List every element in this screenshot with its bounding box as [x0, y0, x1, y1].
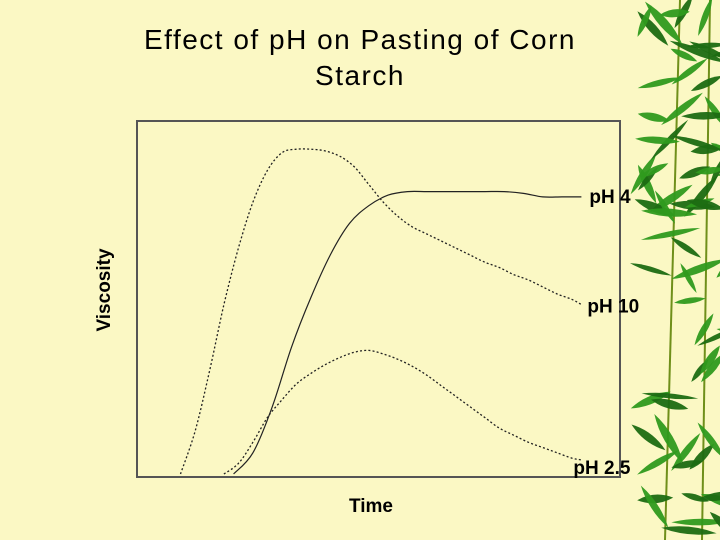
bamboo-leaf	[637, 164, 657, 204]
bamboo-leaf	[637, 5, 652, 37]
bamboo-leaf	[671, 460, 703, 469]
bamboo-leaf	[638, 167, 659, 191]
bamboo-leaf	[630, 263, 672, 276]
bamboo-leaf	[680, 263, 697, 293]
bamboo-leaf	[641, 208, 698, 217]
bamboo-leaf	[651, 398, 689, 410]
bamboo-leaf	[641, 392, 699, 400]
bamboo-leaf	[681, 493, 709, 502]
bamboo-leaf	[710, 142, 720, 157]
bamboo-leaf	[637, 112, 670, 122]
bamboo-leaf	[695, 167, 720, 175]
y-axis-label: Viscosity	[94, 248, 115, 332]
bamboo-leaf	[697, 326, 720, 346]
bamboo-leaf	[686, 42, 720, 49]
series-line-ph-2-5	[223, 349, 582, 475]
bamboo-leaf	[671, 432, 701, 471]
bamboo-leaf	[661, 526, 717, 535]
bamboo-leaves-decoration	[630, 0, 720, 540]
bamboo-leaf	[654, 414, 684, 464]
bamboo-leaf	[709, 511, 720, 540]
series-line-ph-4	[233, 190, 582, 475]
bamboo-leaf	[686, 199, 720, 210]
bamboo-leaf	[640, 163, 669, 178]
page-title: Effect of pH on Pasting of Corn Starch	[60, 22, 660, 94]
bamboo-leaf	[697, 422, 720, 459]
bamboo-leaf	[661, 92, 703, 126]
bamboo-leaf	[694, 313, 714, 346]
bamboo-leaf	[645, 1, 683, 45]
bamboo-leaf	[698, 0, 713, 36]
bamboo-leaf	[640, 228, 701, 240]
series-label-ph-4: pH 4	[589, 187, 631, 208]
bamboo-leaf	[670, 48, 698, 62]
bamboo-leaf	[669, 40, 720, 63]
bamboo-leaf	[690, 75, 720, 91]
x-axis-label: Time	[349, 496, 393, 517]
bamboo-leaf	[671, 135, 720, 151]
series-label-ph-2-5: pH 2.5	[573, 458, 630, 479]
title-line-1: Effect of pH on Pasting of Corn	[144, 24, 576, 55]
bamboo-leaf	[697, 491, 720, 501]
bamboo-leaf	[637, 77, 681, 89]
bamboo-leaf	[681, 111, 720, 120]
title-line-2: Starch	[315, 60, 405, 91]
bamboo-leaf	[637, 450, 679, 475]
series-line-ph-10	[179, 148, 582, 475]
bamboo-leaf	[670, 237, 702, 258]
series-layer: pH 4 pH 10 pH 2.5	[179, 148, 639, 479]
bamboo-leaf	[700, 345, 720, 375]
bamboo-leaf	[671, 58, 708, 85]
bamboo-leaf	[635, 136, 680, 144]
bamboo-leaf	[631, 424, 666, 451]
bamboo-leaf	[671, 259, 720, 279]
series-label-ph-10: pH 10	[587, 297, 639, 318]
bamboo-leaf	[674, 297, 706, 304]
bamboo-leaf	[654, 190, 676, 224]
bamboo-leaf	[701, 352, 720, 383]
bamboo-leaf	[659, 9, 690, 18]
bamboo-stem	[664, 0, 681, 540]
bamboo-leaf	[640, 485, 669, 528]
plot-frame	[136, 120, 621, 478]
